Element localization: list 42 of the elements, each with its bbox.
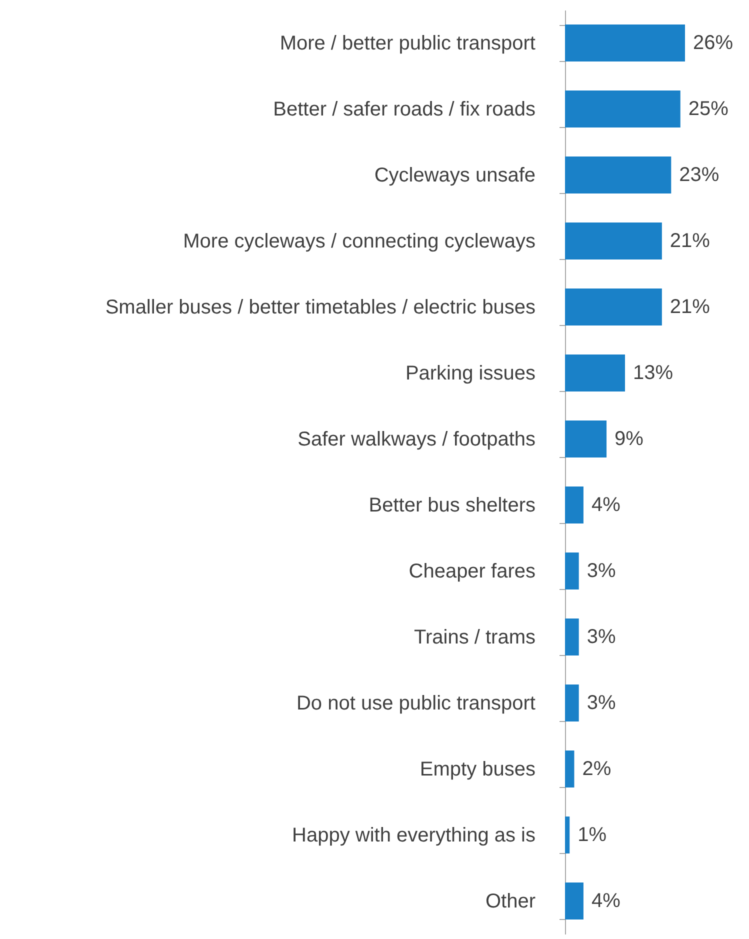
bar (565, 24, 685, 62)
bar (565, 222, 662, 260)
data-label: 25% (688, 98, 729, 120)
bar (565, 354, 625, 392)
data-label: 1% (578, 824, 607, 846)
data-label: 23% (679, 164, 720, 186)
bar (565, 552, 579, 590)
data-label: 3% (586, 692, 616, 714)
y-tick-label: Happy with everything as is (292, 824, 536, 846)
data-label: 9% (614, 428, 644, 450)
data-label: 4% (591, 890, 621, 912)
y-tick-label: More cycleways / connecting cycleways (183, 230, 536, 252)
data-label: 21% (670, 230, 710, 252)
bar (565, 882, 584, 920)
data-label: 3% (586, 560, 616, 582)
y-tick-label: Better bus shelters (368, 494, 536, 516)
y-tick-label: Safer walkways / footpaths (298, 428, 536, 450)
y-tick-label: Other (485, 890, 536, 912)
bar (565, 420, 607, 458)
data-label: 26% (693, 32, 734, 54)
data-label: 4% (591, 494, 621, 516)
y-tick-label: Cycleways unsafe (374, 164, 536, 186)
y-tick-label: Do not use public transport (296, 692, 536, 714)
bar (565, 156, 672, 194)
bar (565, 816, 570, 854)
data-label: 3% (586, 626, 616, 648)
data-label: 21% (670, 296, 710, 318)
y-tick-label: Better / safer roads / fix roads (273, 98, 536, 120)
y-tick-label: Empty buses (420, 758, 536, 780)
data-label: 2% (582, 758, 612, 780)
y-tick-label: Cheaper fares (408, 560, 536, 582)
bar (565, 90, 680, 128)
bar (565, 684, 579, 722)
y-tick-label: Smaller buses / better timetables / electric buses (105, 296, 536, 318)
bar (565, 486, 584, 524)
bar (565, 288, 662, 326)
bar (565, 750, 574, 788)
y-tick-label: More / better public transport (280, 32, 536, 54)
y-tick-label: Trains / trams (414, 626, 536, 648)
bar (565, 618, 579, 656)
data-label: 13% (633, 362, 674, 384)
y-tick-label: Parking issues (405, 362, 536, 384)
